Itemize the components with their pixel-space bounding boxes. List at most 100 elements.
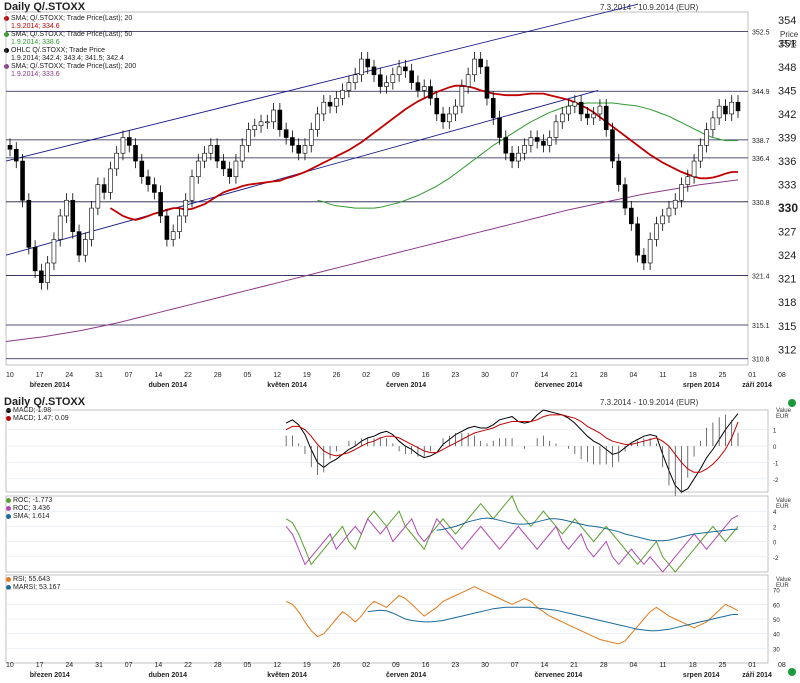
bottom-x-month-label-1: duben 2014 (148, 672, 187, 679)
level-label-5: 321.4 (752, 274, 770, 281)
candle-body (528, 137, 534, 146)
rsi-y-tick-0: 70 (773, 589, 780, 595)
chart-title: Daily Q/.STOXX (4, 1, 86, 13)
bottom-x-day-tick-5: 14 (154, 662, 162, 669)
candle-body (716, 105, 722, 119)
legend-rsi-swatch (6, 576, 11, 582)
main-x-month-label-0: březen 2014 (30, 382, 70, 389)
main-x-day-tick-3: 31 (95, 372, 103, 379)
candle-body (26, 199, 32, 248)
level-label-2: 338.7 (752, 138, 770, 145)
legend-rsi[interactable]: RSI; 55.643 (6, 576, 60, 584)
legend-roc-slow[interactable]: ROC; 3.436 (6, 505, 52, 513)
candle-body (710, 117, 716, 130)
roc-roc_slow-line (285, 515, 739, 573)
level-label-4: 330.8 (752, 200, 770, 207)
candle-body (39, 270, 44, 283)
main-x-day-tick-20: 28 (600, 372, 608, 379)
legend-macd-signal[interactable]: MACD; 1.47; 0.09 (6, 415, 69, 423)
main-x-day-tick-15: 23 (451, 372, 459, 379)
candle-body (578, 101, 584, 115)
level-label-6: 315.1 (752, 323, 770, 330)
legend-sma200-value: 1.9.2014; 333.6 (11, 71, 60, 78)
candle-body (679, 184, 684, 201)
date-range: 7.3.2014 - 10.9.2014 (EUR) (600, 3, 699, 12)
level-label-7: 310.8 (752, 357, 770, 364)
bottom-x-day-tick-15: 23 (451, 662, 459, 669)
y-tick-0: 312 (778, 344, 796, 356)
macd-signal-line (285, 414, 739, 473)
legend-marsi[interactable]: MARSI; 53.167 (6, 584, 60, 592)
bottom-x-day-tick-22: 11 (659, 662, 666, 669)
y-tick-13: 351 (778, 38, 796, 50)
y-tick-6: 330 (778, 201, 798, 215)
candle-body (89, 207, 94, 240)
rsi-y-tick-3: 40 (773, 633, 780, 639)
bottom-x-day-tick-25: 01 (748, 662, 756, 669)
candle-body (553, 121, 559, 138)
candle-body (202, 152, 207, 162)
candle-body (660, 215, 665, 225)
main-x-month-label-3: červen 2014 (386, 382, 426, 389)
candle-body (195, 160, 201, 178)
candle-body (208, 145, 214, 154)
candle-body (64, 199, 69, 217)
candle-body (20, 160, 25, 201)
main-x-day-tick-1: 17 (36, 372, 44, 379)
candle-body (390, 74, 396, 83)
main-x-month-label-6: září 2014 (742, 382, 772, 389)
y-tick-3: 321 (778, 274, 796, 286)
legend-sma20-swatch (4, 15, 9, 21)
legend-sma20[interactable]: SMA; Q/.STOXX; Trade Price(Last); 20 (4, 15, 136, 23)
candle-body (277, 109, 283, 130)
bottom-x-day-tick-13: 09 (392, 662, 400, 669)
candle-body (327, 101, 333, 107)
candle-body (83, 239, 88, 256)
candle-body (239, 145, 245, 162)
candle-body (403, 66, 408, 72)
roc-y-tick-3: -2 (773, 556, 779, 562)
candle-body (666, 207, 672, 217)
main-x-day-tick-22: 11 (659, 372, 666, 379)
rsi-legend: RSI; 55.643 MARSI; 53.167 (6, 576, 60, 592)
sma50-line (317, 102, 738, 209)
candle-body (296, 145, 301, 154)
main-x-day-tick-17: 07 (511, 372, 519, 379)
candle-body (729, 101, 735, 115)
bottom-x-month-label-4: červenec 2014 (534, 672, 582, 679)
legend-sma200-swatch (4, 63, 9, 69)
main-x-day-tick-16: 30 (481, 372, 489, 379)
legend-sma50[interactable]: SMA; Q/.STOXX; Trade Price(Last); 50 (4, 31, 136, 39)
candle-body (133, 145, 138, 162)
legend-ohlc-value: 1.9.2014; 342.4; 343.4; 341.5; 342.4 (11, 55, 124, 62)
candle-body (534, 137, 540, 142)
roc-frame (5, 495, 769, 573)
bottom-x-day-tick-10: 19 (303, 662, 311, 669)
legend-roc-fast[interactable]: ROC; -1.773 (6, 497, 52, 505)
main-x-day-tick-23: 18 (689, 372, 697, 379)
rsi-y-tick-1: 60 (773, 603, 780, 609)
legend-ohlc[interactable]: OHLC Q/.STOXX; Trade Price (4, 47, 136, 55)
macd-histogram (285, 414, 739, 496)
rsi-marsi-line (367, 606, 739, 632)
candle-body (616, 160, 622, 185)
main-x-day-tick-18: 14 (540, 372, 548, 379)
candle-body (490, 97, 496, 119)
legend-sma200[interactable]: SMA; Q/.STOXX; Trade Price(Last); 200 (4, 63, 136, 71)
bottom-x-day-tick-2: 24 (65, 662, 73, 669)
bottom-x-day-tick-17: 07 (511, 662, 519, 669)
main-plot-frame (5, 11, 749, 366)
candle-body (340, 90, 345, 99)
roc-unit: Value EUR (776, 498, 791, 510)
candle-body (283, 129, 289, 138)
candle-body (352, 74, 358, 83)
candle-body (647, 239, 653, 264)
roc-y-tick-2: 0 (773, 541, 777, 547)
main-x-day-tick-4: 07 (125, 372, 133, 379)
bottom-x-day-tick-1: 17 (36, 662, 44, 669)
legend-roc-sma[interactable]: SMA; 1.614 (6, 513, 52, 521)
candle-body (610, 129, 615, 162)
legend-sma50-label: SMA; Q/.STOXX; Trade Price(Last); 50 (11, 31, 133, 38)
main-x-month-label-2: květen 2014 (267, 382, 307, 389)
